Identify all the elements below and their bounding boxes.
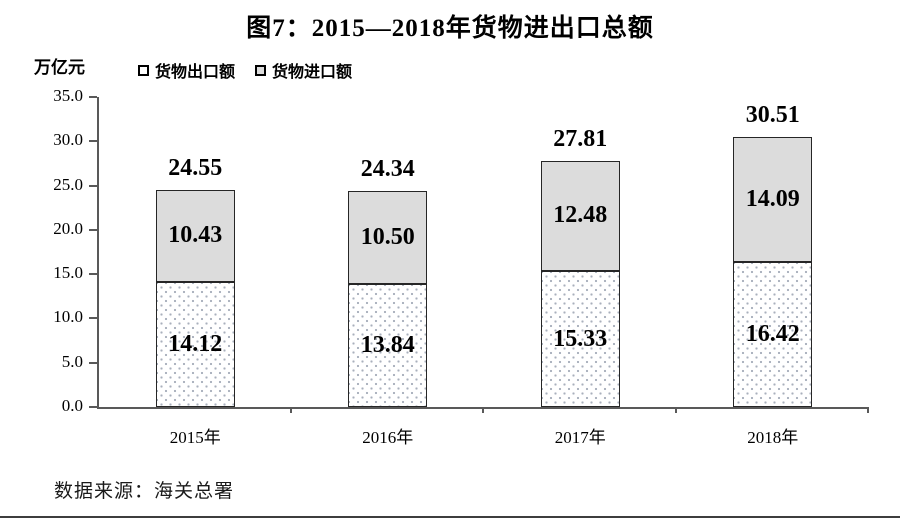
- import-swatch-icon: [255, 64, 267, 76]
- bar-value-label: 10.50: [360, 224, 415, 251]
- x-axis-tick: [674, 407, 677, 413]
- y-axis-tick-label: 20.0: [53, 218, 83, 238]
- bar-value-label: 14.12: [168, 330, 223, 357]
- legend-item-export: 货物出口额: [138, 58, 235, 82]
- y-axis-tick: [89, 406, 97, 408]
- bar-total-label: 27.81: [553, 125, 608, 152]
- y-axis-tick: [89, 273, 97, 276]
- bar-segment-gray: 10.50: [348, 191, 428, 285]
- x-axis-tick: [482, 407, 484, 413]
- y-axis-tick-label: 10.0: [53, 307, 83, 327]
- x-axis-tick: [867, 407, 869, 413]
- bottom-divider: [0, 516, 900, 518]
- bar-value-label: 14.09: [745, 185, 800, 212]
- bar-value-label: 10.43: [168, 222, 223, 249]
- bar-segment-dotted: 13.84: [348, 284, 428, 407]
- bar-segment-gray: 14.09: [733, 136, 813, 262]
- bar-total-label: 30.51: [745, 101, 800, 128]
- legend-item-import: 货物进口额: [255, 58, 352, 82]
- bar-value-label: 15.33: [553, 325, 608, 352]
- bar-total-label: 24.55: [168, 154, 223, 181]
- bar-value-label: 12.48: [553, 202, 608, 229]
- bar-value-label: 13.84: [360, 332, 415, 359]
- x-axis-tick: [289, 407, 292, 413]
- x-axis-category-label: 2016年: [362, 428, 414, 447]
- bar-segment-gray: 10.43: [155, 189, 235, 282]
- legend: 货物出口额 货物进口额: [138, 58, 352, 82]
- y-axis-tick-label: 30.0: [53, 130, 83, 150]
- x-axis-category-label: 2015年: [169, 428, 221, 447]
- legend-import-label: 货物进口额: [272, 64, 353, 81]
- x-axis-category-label: 2018年: [747, 428, 799, 447]
- y-axis-tick-label: 0.0: [61, 396, 83, 415]
- y-axis-unit-label: 万亿元: [34, 58, 85, 77]
- data-source-note: 数据来源：海关总署: [54, 481, 235, 502]
- y-axis-tick: [89, 317, 97, 320]
- y-axis-tick: [89, 140, 97, 143]
- y-axis-tick-label: 35.0: [53, 86, 83, 105]
- bar-total-label: 24.34: [360, 156, 415, 183]
- chart-title: 图7：2015—2018年货物进出口总额: [246, 15, 654, 42]
- bar-value-label: 16.42: [745, 320, 800, 347]
- legend-export-label: 货物出口额: [155, 64, 236, 81]
- export-swatch-icon: [138, 64, 149, 76]
- y-axis-tick: [89, 96, 97, 98]
- y-axis-tick: [89, 228, 97, 231]
- y-axis-tick: [89, 361, 97, 364]
- plot-area: 0.0 5.0 10.0 15.0 20.0 25.0 30.0 35.0 14.12 10.43…: [53, 86, 869, 447]
- bar-segment-dotted: 15.33: [540, 271, 620, 407]
- y-axis-tick-label: 25.0: [53, 174, 83, 194]
- y-axis-tick-label: 5.0: [61, 351, 83, 371]
- x-axis-category-label: 2017年: [554, 428, 606, 447]
- bar-segment-gray: 12.48: [540, 160, 620, 272]
- bar-segment-dotted: 14.12: [155, 281, 235, 407]
- bar-segment-dotted: 16.42: [733, 261, 813, 407]
- y-axis-tick: [89, 184, 97, 187]
- y-axis-tick-label: 15.0: [53, 263, 83, 283]
